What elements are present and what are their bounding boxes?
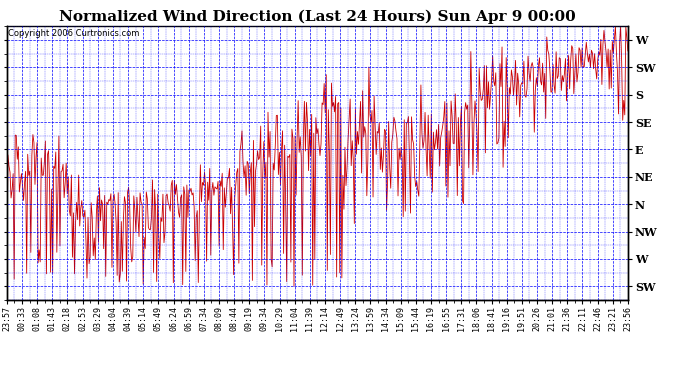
Text: Copyright 2006 Curtronics.com: Copyright 2006 Curtronics.com bbox=[8, 29, 139, 38]
Text: Normalized Wind Direction (Last 24 Hours) Sun Apr 9 00:00: Normalized Wind Direction (Last 24 Hours… bbox=[59, 9, 575, 24]
